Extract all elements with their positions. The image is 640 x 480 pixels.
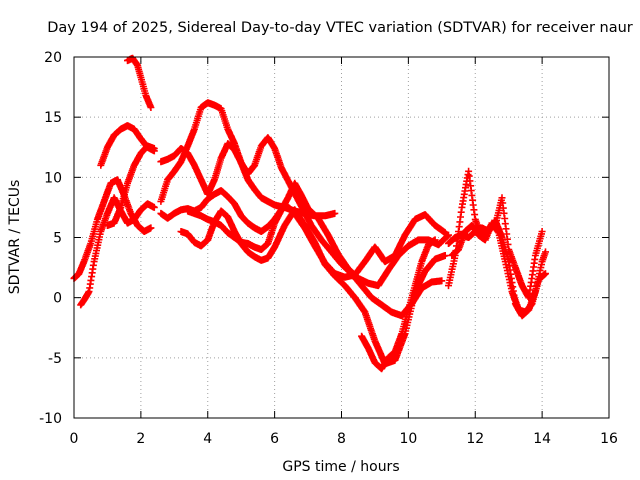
point-markers bbox=[124, 54, 155, 111]
x-tick-label: 12 bbox=[466, 431, 484, 447]
y-tick-label: -5 bbox=[48, 351, 62, 367]
x-tick-label: 16 bbox=[600, 431, 618, 447]
point-markers bbox=[70, 176, 155, 282]
x-tick-label: 8 bbox=[337, 431, 346, 447]
series-trace-a bbox=[70, 176, 155, 282]
series-trace-e bbox=[124, 54, 155, 111]
x-tick-label: 2 bbox=[136, 431, 145, 447]
x-tick-label: 4 bbox=[203, 431, 212, 447]
x-tick-label: 0 bbox=[70, 431, 79, 447]
point-markers bbox=[448, 219, 549, 316]
grid bbox=[74, 57, 609, 418]
point-markers bbox=[103, 142, 158, 229]
point-markers bbox=[358, 236, 439, 373]
series-trace-n bbox=[448, 219, 549, 316]
series-trace-f bbox=[157, 99, 339, 220]
plot-frame bbox=[73, 56, 610, 419]
x-tick-label: 14 bbox=[533, 431, 551, 447]
series-trace-j bbox=[184, 200, 449, 281]
x-tick-label: 10 bbox=[399, 431, 417, 447]
y-tick-label: 15 bbox=[44, 110, 62, 126]
series-trace-k bbox=[358, 236, 439, 373]
chart-title: Day 194 of 2025, Sidereal Day-to-day VTE… bbox=[47, 20, 633, 36]
x-axis-label: GPS time / hours bbox=[282, 459, 399, 475]
y-tick-label: 5 bbox=[53, 231, 62, 247]
point-markers bbox=[184, 200, 449, 281]
tick-labels: 0 2 4 6 8 10 12 14 16 -10 -5 0 5 10 15 20 bbox=[39, 50, 618, 447]
y-tick-label: 0 bbox=[53, 291, 62, 307]
y-axis-label: SDTVAR / TECUs bbox=[7, 180, 23, 295]
y-tick-label: -10 bbox=[39, 411, 62, 427]
x-tick-label: 6 bbox=[270, 431, 279, 447]
y-tick-label: 20 bbox=[44, 50, 62, 66]
data-points bbox=[70, 54, 549, 373]
point-markers bbox=[157, 99, 339, 220]
y-tick-label: 10 bbox=[44, 170, 62, 186]
series-trace-d bbox=[103, 142, 158, 229]
